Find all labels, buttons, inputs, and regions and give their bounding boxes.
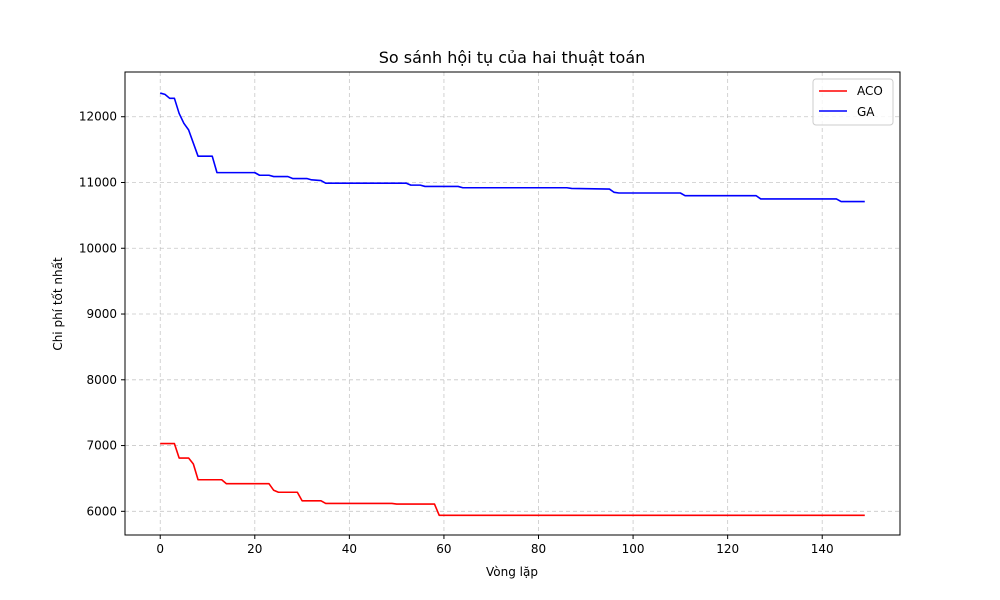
plot-frame bbox=[124, 71, 901, 536]
grid-lines bbox=[125, 72, 900, 535]
y-tick-label: 9000 bbox=[86, 307, 117, 321]
x-tick-label: 120 bbox=[716, 542, 739, 556]
y-axis-ticks: 6000 7000 8000 9000 10000 11000 12000 bbox=[79, 110, 125, 518]
x-tick-label: 40 bbox=[342, 542, 357, 556]
x-tick-label: 60 bbox=[436, 542, 451, 556]
y-tick-label: 12000 bbox=[79, 110, 117, 124]
series-line-ga bbox=[160, 92, 865, 203]
x-tick-label: 80 bbox=[531, 542, 546, 556]
x-tick-label: 100 bbox=[622, 542, 645, 556]
y-tick-label: 8000 bbox=[86, 373, 117, 387]
y-axis-label: Chi phí tốt nhất bbox=[51, 257, 65, 351]
series-lines bbox=[160, 92, 865, 517]
x-tick-label: 140 bbox=[811, 542, 834, 556]
y-tick-label: 11000 bbox=[79, 175, 117, 189]
y-tick-label: 6000 bbox=[86, 504, 117, 518]
x-tick-label: 20 bbox=[247, 542, 262, 556]
series-line-aco bbox=[160, 442, 865, 517]
x-tick-label: 0 bbox=[156, 542, 164, 556]
legend-label-ga: GA bbox=[857, 105, 875, 119]
x-axis-ticks: 0 20 40 60 80 100 120 140 bbox=[156, 535, 834, 556]
legend-label-aco: ACO bbox=[857, 84, 883, 98]
x-axis-label: Vòng lặp bbox=[486, 565, 538, 579]
chart-title: So sánh hội tụ của hai thuật toán bbox=[379, 48, 646, 67]
y-tick-label: 10000 bbox=[79, 241, 117, 255]
y-tick-label: 7000 bbox=[86, 439, 117, 453]
legend: ACO GA bbox=[812, 78, 894, 126]
